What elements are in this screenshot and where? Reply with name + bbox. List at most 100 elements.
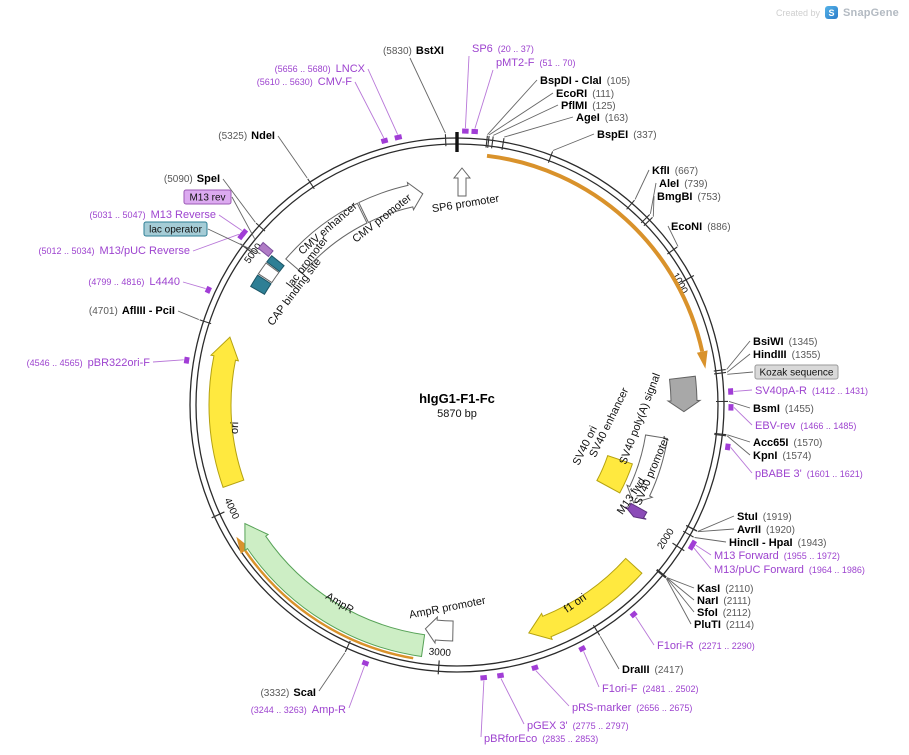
site-tick-afliii-pcii — [199, 319, 212, 325]
enzyme-position: (1345) — [789, 337, 818, 348]
feature-sv40-promoter[interactable] — [626, 434, 668, 504]
primer-label-sp6[interactable]: SP6 (20 .. 37) — [472, 43, 534, 55]
enzyme-label-acc65i[interactable]: Acc65I (1570) — [753, 437, 822, 449]
primer-site-m13-reverse — [240, 228, 249, 237]
enzyme-label-bspdi-clai[interactable]: BspDI - ClaI (105) — [540, 75, 630, 87]
callout-line-kpni — [726, 435, 751, 456]
feature-cmv-promoter[interactable] — [358, 181, 424, 224]
primer-site-pbrforeco — [480, 674, 488, 681]
feature-f1-ori[interactable] — [528, 557, 643, 641]
primer-label-f1ori-r[interactable]: F1ori-R (2271 .. 2290) — [657, 640, 755, 652]
enzyme-name: NarI — [697, 595, 718, 607]
callout-line-kozak-sequence — [727, 371, 754, 375]
primer-name: pGEX 3' — [527, 720, 568, 732]
feature-sp6-promoter[interactable] — [452, 167, 472, 197]
site-tick-bsiwi — [713, 369, 726, 372]
primer-label-pmt2-f[interactable]: pMT2-F (51 .. 70) — [496, 57, 576, 69]
primer-label-ebv-rev[interactable]: EBV-rev (1466 .. 1485) — [755, 420, 856, 432]
feature-tag-m13-rev[interactable] — [183, 189, 232, 205]
feature-bla-cds[interactable] — [244, 549, 414, 660]
callout-line-f1ori-r — [635, 616, 655, 646]
enzyme-label-draiii[interactable]: DraIII (2417) — [622, 664, 683, 676]
feature-cmv-enhancer[interactable] — [285, 202, 368, 275]
primer-label-m13-reverse[interactable]: (5031 .. 5047) M13 Reverse — [90, 209, 216, 221]
enzyme-label-avrii[interactable]: AvrII (1920) — [737, 524, 795, 536]
callout-line-pflmi — [493, 104, 559, 136]
feature-tag-kozak-sequence[interactable] — [754, 364, 839, 380]
feature-sv40-ori[interactable] — [596, 454, 634, 494]
primer-label-cmv-f[interactable]: (5610 .. 5630) CMV-F — [257, 76, 353, 88]
enzyme-label-ndei[interactable]: (5325) NdeI — [218, 130, 275, 142]
primer-label-l4440[interactable]: (4799 .. 4816) L4440 — [88, 276, 180, 288]
scale-tick-3000 — [437, 660, 440, 675]
feature-lac-operator[interactable] — [266, 254, 285, 273]
callout-line-kfli — [634, 169, 650, 200]
enzyme-label-bspei[interactable]: BspEI (337) — [597, 129, 657, 141]
enzyme-name: AleI — [659, 178, 679, 190]
enzyme-label-scai[interactable]: (3332) ScaI — [260, 687, 316, 699]
enzyme-label-bsiwi[interactable]: BsiWI (1345) — [753, 336, 817, 348]
primer-name: M13 Forward — [714, 550, 779, 562]
primer-label-amp-r[interactable]: (3244 .. 3263) Amp-R — [251, 704, 346, 716]
enzyme-label-afliii-pcii[interactable]: (4701) AflIII - PciI — [89, 305, 175, 317]
primer-label-m13-puc-forward[interactable]: M13/pUC Forward (1964 .. 1986) — [714, 564, 865, 576]
primer-label-pbabe-3[interactable]: pBABE 3' (1601 .. 1621) — [755, 468, 863, 480]
enzyme-name: DraIII — [622, 664, 650, 676]
enzyme-label-spei[interactable]: (5090) SpeI — [164, 173, 220, 185]
enzyme-label-econi[interactable]: EcoNI (886) — [671, 221, 731, 233]
enzyme-label-nari[interactable]: NarI (2111) — [697, 595, 751, 607]
primer-site-amp-r — [361, 659, 370, 667]
enzyme-label-agei[interactable]: AgeI (163) — [576, 112, 628, 124]
primer-range: (2835 .. 2853) — [542, 734, 598, 744]
enzyme-label-alei[interactable]: AleI (739) — [659, 178, 708, 190]
enzyme-label-ecori[interactable]: EcoRI (111) — [556, 88, 614, 100]
enzyme-name: EcoRI — [556, 88, 587, 100]
primer-label-m13-forward[interactable]: M13 Forward (1955 .. 1972) — [714, 550, 840, 562]
enzyme-label-hindiii[interactable]: HindIII (1355) — [753, 349, 821, 361]
primer-label-pgex-3[interactable]: pGEX 3' (2775 .. 2797) — [527, 720, 629, 732]
feature-label-ori[interactable]: ori — [229, 422, 241, 435]
site-tick-bspei — [547, 151, 554, 163]
feature-lac-promoter[interactable] — [257, 262, 280, 284]
enzyme-name: StuI — [737, 511, 758, 523]
enzyme-label-stui[interactable]: StuI (1919) — [737, 511, 792, 523]
enzyme-position: (2112) — [723, 608, 751, 619]
primer-label-pbr322ori-f[interactable]: (4546 .. 4565) pBR322ori-F — [27, 357, 151, 369]
enzyme-label-kpni[interactable]: KpnI (1574) — [753, 450, 811, 462]
enzyme-label-kfli[interactable]: KflI (667) — [652, 165, 698, 177]
primer-label-f1ori-f[interactable]: F1ori-F (2481 .. 2502) — [602, 683, 699, 695]
primer-label-pbrforeco[interactable]: pBRforEco (2835 .. 2853) — [484, 733, 598, 745]
callout-line-bstxi — [409, 57, 446, 134]
feature-ori[interactable] — [208, 336, 245, 489]
feature-m13-fwd[interactable] — [625, 502, 648, 520]
site-tick-bspdi-clai — [485, 135, 488, 148]
feature-higg1-fc-cds[interactable] — [486, 153, 705, 352]
enzyme-label-bstxi[interactable]: (5830) BstXI — [383, 45, 444, 57]
primer-label-lncx[interactable]: (5656 .. 5680) LNCX — [275, 63, 366, 75]
enzyme-label-kasi[interactable]: KasI (2110) — [697, 583, 753, 595]
feature-label-ampr-promoter[interactable]: AmpR promoter — [408, 595, 487, 622]
primer-range: (5656 .. 5680) — [275, 64, 331, 74]
primer-name: pMT2-F — [496, 57, 535, 69]
feature-cap-binding-site[interactable] — [250, 274, 272, 295]
enzyme-label-pflmi[interactable]: PflMI (125) — [561, 100, 616, 112]
enzyme-label-hincii-hpai[interactable]: HincII - HpaI (1943) — [729, 537, 826, 549]
primer-name: F1ori-F — [602, 683, 638, 695]
enzyme-label-sfoi[interactable]: SfoI (2112) — [697, 607, 751, 619]
enzyme-label-bmgbi[interactable]: BmgBI (753) — [657, 191, 721, 203]
primer-label-sv40pa-r[interactable]: SV40pA-R (1412 .. 1431) — [755, 385, 868, 397]
site-tick-avrii — [685, 525, 698, 532]
feature-m13-rev-site[interactable] — [257, 241, 274, 258]
enzyme-label-pluti[interactable]: PluTI (2114) — [694, 619, 754, 631]
primer-label-prs-marker[interactable]: pRS-marker (2656 .. 2675) — [572, 702, 692, 714]
feature-ampr-promoter[interactable] — [424, 615, 454, 645]
enzyme-label-bsmi[interactable]: BsmI (1455) — [753, 403, 814, 415]
primer-name: LNCX — [336, 63, 366, 75]
callout-line-m13-reverse — [218, 214, 243, 231]
enzyme-position: (2417) — [655, 665, 684, 676]
feature-sv40-poly-a-signal[interactable] — [666, 375, 702, 413]
primer-label-m13-puc-reverse[interactable]: (5012 .. 5034) M13/pUC Reverse — [38, 245, 190, 257]
feature-tag-lac-operator[interactable] — [143, 221, 208, 237]
feature-ampr[interactable] — [244, 522, 426, 658]
